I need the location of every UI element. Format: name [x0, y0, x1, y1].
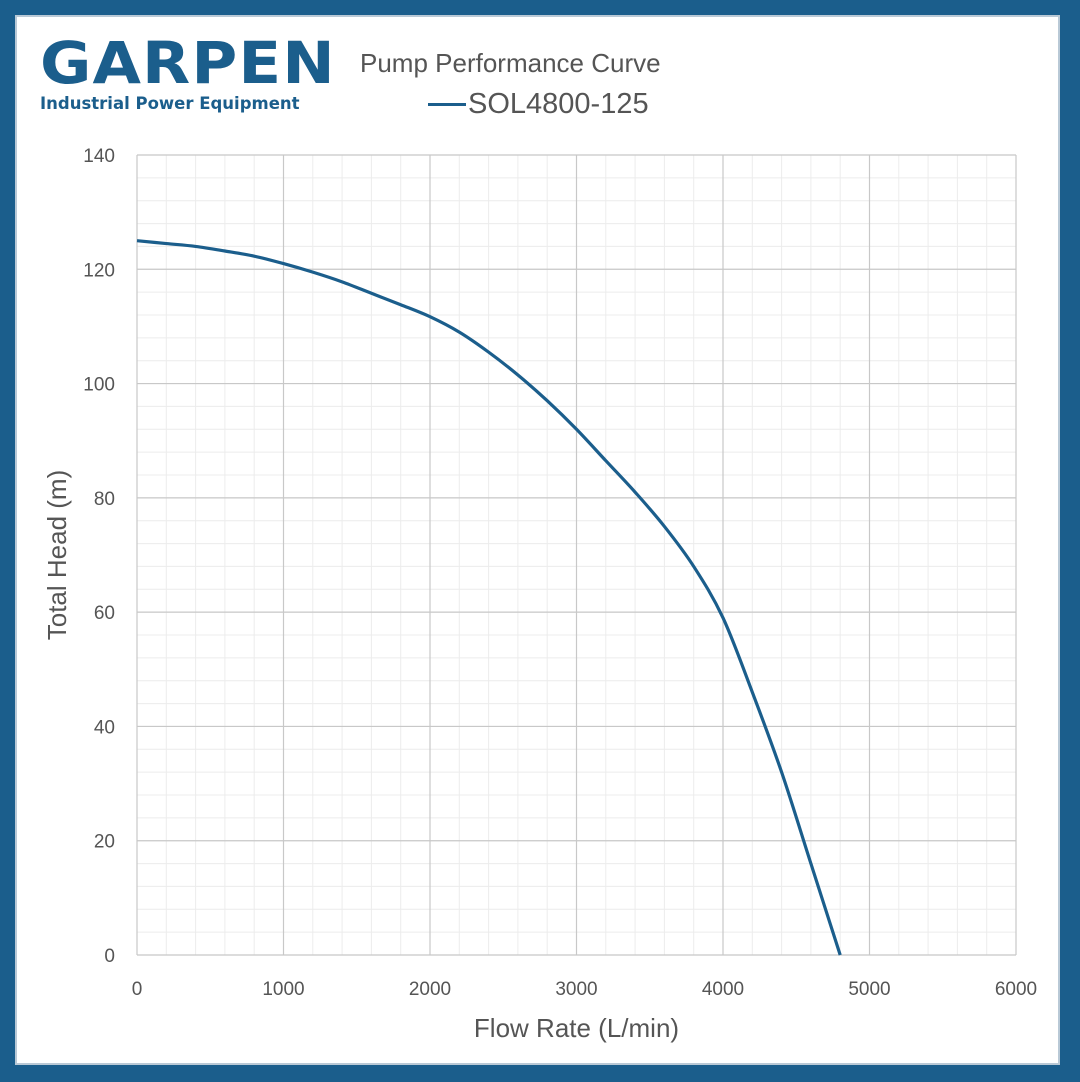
x-tick-labels: 0 1000 2000 3000 4000 5000 6000	[132, 979, 1037, 1000]
y-tick-label: 0	[104, 946, 115, 967]
brand-logo: GARPEN Industrial Power Equipment	[40, 34, 335, 113]
major-gridlines	[136, 154, 1017, 956]
legend: SOL4800-125	[428, 88, 649, 121]
chart-frame	[15, 15, 1060, 1065]
x-tick-label: 2000	[409, 979, 451, 1000]
chart-title: Pump Performance Curve	[360, 48, 661, 78]
brand-tagline: Industrial Power Equipment	[40, 94, 300, 113]
x-tick-label: 5000	[848, 979, 890, 1000]
y-tick-label: 60	[94, 603, 115, 624]
brand-name: GARPEN	[40, 29, 336, 97]
x-tick-label: 4000	[702, 979, 744, 1000]
x-tick-label: 0	[132, 979, 143, 1000]
y-tick-label: 120	[83, 260, 115, 281]
y-tick-label: 40	[94, 717, 115, 738]
y-tick-label: 140	[83, 146, 115, 167]
y-tick-label: 20	[94, 832, 115, 853]
y-axis-label: Total Head (m)	[42, 470, 72, 641]
series-line-sol4800-125	[136, 239, 842, 956]
y-tick-label: 80	[94, 489, 115, 510]
y-tick-labels: 0 20 40 60 80 100 120 140	[83, 146, 115, 967]
legend-swatch-sol4800-125	[428, 103, 466, 106]
x-tick-label: 1000	[262, 979, 304, 1000]
x-tick-label: 3000	[555, 979, 597, 1000]
y-tick-label: 100	[83, 375, 115, 396]
legend-label-sol4800-125: SOL4800-125	[468, 88, 649, 120]
series-group	[136, 239, 842, 956]
x-tick-label: 6000	[995, 979, 1037, 1000]
x-axis-label: Flow Rate (L/min)	[474, 1013, 679, 1043]
